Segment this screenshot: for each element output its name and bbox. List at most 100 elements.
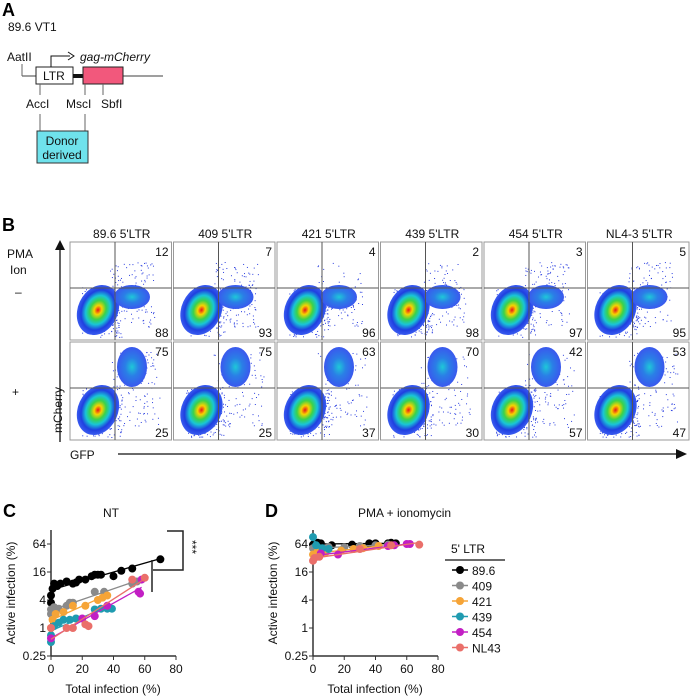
event-dot <box>427 356 429 358</box>
event-dot <box>523 429 525 431</box>
event-dot <box>455 408 457 410</box>
event-dot <box>132 389 134 391</box>
event-dot <box>628 436 630 438</box>
event-dot <box>673 368 675 370</box>
row-header-ion: Ion <box>10 263 27 277</box>
event-dot <box>245 408 247 410</box>
event-dot <box>208 335 210 337</box>
event-dot <box>662 407 664 409</box>
event-dot <box>326 313 328 315</box>
event-dot <box>626 431 628 433</box>
event-dot <box>250 357 252 359</box>
event-dot <box>564 359 566 361</box>
event-dot <box>244 416 246 418</box>
event-dot <box>554 282 556 284</box>
event-dot <box>635 425 637 427</box>
event-dot <box>636 319 638 321</box>
event-dot <box>111 361 113 363</box>
event-dot <box>564 400 566 402</box>
y-axis-label: Active infection (%) <box>266 542 280 645</box>
event-dot <box>323 418 325 420</box>
event-dot <box>393 390 395 392</box>
event-dot <box>324 425 326 427</box>
event-dot <box>116 385 118 387</box>
event-dot <box>637 395 639 397</box>
event-dot <box>532 317 534 319</box>
event-dot <box>144 279 146 281</box>
event-dot <box>234 279 236 281</box>
event-dot <box>638 268 640 270</box>
event-dot <box>327 322 329 324</box>
event-dot <box>111 277 113 279</box>
donor-label-2: derived <box>42 148 81 162</box>
event-dot <box>329 325 331 327</box>
event-dot <box>221 413 223 415</box>
event-dot <box>443 424 445 426</box>
event-dot <box>124 406 126 408</box>
event-dot <box>669 299 671 301</box>
event-dot <box>659 267 661 269</box>
event-dot <box>621 433 623 435</box>
event-dot <box>650 395 652 397</box>
event-dot <box>100 336 102 338</box>
event-dot <box>336 404 338 406</box>
event-dot <box>324 396 326 398</box>
event-dot <box>116 335 118 337</box>
event-dot <box>331 424 333 426</box>
event-dot <box>324 313 326 315</box>
event-dot <box>539 313 541 315</box>
event-dot <box>640 319 642 321</box>
event-dot <box>350 414 352 416</box>
event-dot <box>429 425 431 427</box>
event-dot <box>534 330 536 332</box>
event-dot <box>651 411 653 413</box>
column-header: 454 5'LTR <box>509 227 563 241</box>
event-dot <box>671 410 673 412</box>
event-dot <box>339 309 341 311</box>
event-dot <box>496 432 498 434</box>
event-dot <box>572 390 574 392</box>
event-dot <box>234 405 236 407</box>
event-dot <box>430 315 432 317</box>
event-dot <box>457 381 459 383</box>
event-dot <box>261 381 263 383</box>
event-dot <box>393 291 395 293</box>
event-dot <box>638 405 640 407</box>
data-point <box>140 573 149 582</box>
event-dot <box>361 291 363 293</box>
event-dot <box>222 279 224 281</box>
event-dot <box>120 431 122 433</box>
event-dot <box>138 309 140 311</box>
event-dot <box>254 374 256 376</box>
event-dot <box>84 290 86 292</box>
event-dot <box>318 265 320 267</box>
data-point <box>103 591 112 600</box>
event-dot <box>200 436 202 438</box>
mcherry-gfp-population <box>220 347 251 387</box>
event-dot <box>146 265 148 267</box>
event-dot <box>223 271 225 273</box>
event-dot <box>113 386 115 388</box>
event-dot <box>330 418 332 420</box>
y-tick-label: 4 <box>301 593 308 607</box>
flow-plot: 42 57 <box>483 341 586 441</box>
event-dot <box>637 420 639 422</box>
event-dot <box>109 428 111 430</box>
event-dot <box>564 270 566 272</box>
event-dot <box>444 399 446 401</box>
event-dot <box>128 393 130 395</box>
flow-plot: 2 98 <box>380 241 483 341</box>
event-dot <box>347 401 349 403</box>
event-dot <box>424 423 426 425</box>
event-dot <box>656 419 658 421</box>
event-dot <box>638 394 640 396</box>
event-dot <box>327 411 329 413</box>
event-dot <box>135 282 137 284</box>
event-dot <box>148 354 150 356</box>
event-dot <box>341 318 343 320</box>
x-tick-label: 20 <box>338 662 352 676</box>
event-dot <box>93 435 95 437</box>
event-dot <box>664 262 666 264</box>
event-dot <box>535 422 537 424</box>
event-dot <box>328 393 330 395</box>
